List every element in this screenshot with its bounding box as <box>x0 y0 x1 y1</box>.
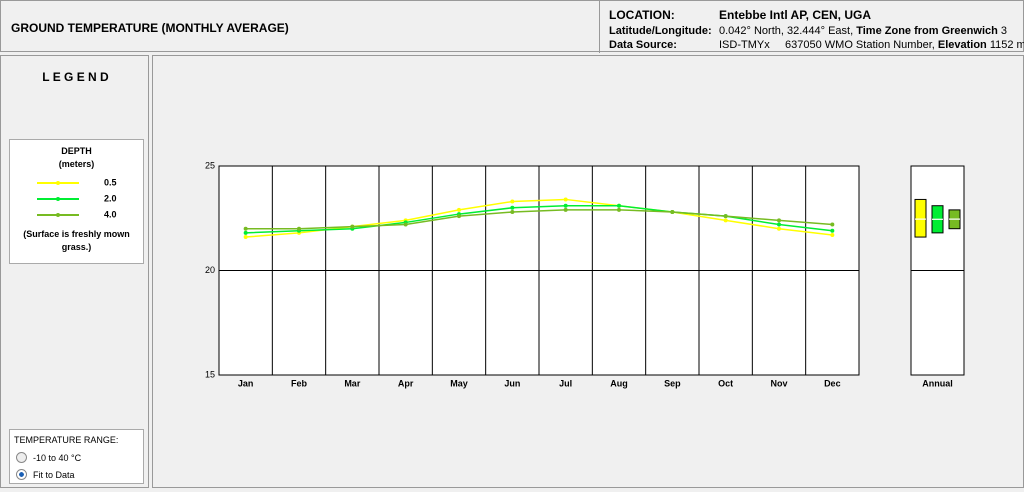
chart: 15 20 25 Jan Feb Mar Apr May Jun Jul Aug Sep Oct Nov D… <box>205 160 965 388</box>
divider <box>599 1 600 53</box>
data-point <box>243 230 248 235</box>
legend-heading: DEPTH <box>61 146 92 156</box>
x-tick-label: Annual <box>922 378 953 388</box>
legend-dot <box>56 197 60 201</box>
x-tick-label: Jul <box>559 378 572 388</box>
data-point <box>670 209 675 214</box>
elev-label: Elevation <box>937 39 987 51</box>
legend-unit: (meters) <box>58 159 95 169</box>
data-point <box>510 199 515 204</box>
y-tick-label: 20 <box>205 265 215 275</box>
legend-items: 0.5 2.0 4.0 <box>37 177 117 219</box>
elev: 1152 m <box>989 39 1024 51</box>
x-tick-label: Jan <box>238 378 254 388</box>
x-tick-label: Dec <box>824 378 841 388</box>
src-label: Data Source: <box>609 39 677 51</box>
data-point <box>777 222 781 227</box>
data-point <box>510 209 515 214</box>
data-point <box>830 222 835 227</box>
data-point <box>777 226 781 231</box>
main-panel: 15 20 25 Jan Feb Mar Apr May Jun Jul Aug Sep Oct Nov D… <box>152 55 1024 488</box>
radio[interactable] <box>16 469 27 480</box>
src-text: ISD-TMYx <box>719 39 770 51</box>
data-point <box>563 207 568 212</box>
data-point <box>457 207 461 212</box>
x-tick-label: May <box>450 378 468 388</box>
data-point <box>617 207 621 212</box>
range-title: TEMPERATURE RANGE: <box>14 435 119 445</box>
data-point <box>297 226 301 231</box>
x-tick-label: Mar <box>344 378 361 388</box>
data-point <box>563 197 568 202</box>
data-point <box>243 226 248 231</box>
x-tick-label: Nov <box>770 378 787 388</box>
legend-box: DEPTH (meters) 0.5 2.0 4.0 (Surface is fre… <box>9 139 144 264</box>
x-tick-label: Sep <box>664 378 681 388</box>
radio[interactable] <box>16 452 27 463</box>
option-label[interactable]: Fit to Data <box>33 469 75 480</box>
latlon-text: 0.042° North, 32.444° East, <box>719 25 854 37</box>
data-point <box>350 224 355 229</box>
range-box: TEMPERATURE RANGE: -10 to 40 °C Fit to Da… <box>9 429 144 484</box>
latlon-label: Latitude/Longitude: <box>609 25 712 37</box>
legend-note: (Surface is freshly mown grass.) <box>23 229 130 252</box>
legend-label: 2.0 <box>104 193 117 203</box>
x-tick-label: Apr <box>398 378 414 388</box>
annual-range <box>914 198 927 238</box>
latlon: 0.042° North, 32.444° East, Time Zone fr… <box>719 25 1007 37</box>
loc-label: LOCATION: <box>609 8 675 22</box>
data-point <box>243 235 248 240</box>
x-tick-label: Jun <box>504 378 520 388</box>
x-tick-label: Oct <box>718 378 733 388</box>
x-tick-label: Aug <box>610 378 628 388</box>
data-point <box>777 218 781 223</box>
y-tick-label: 25 <box>205 160 215 170</box>
header: GROUND TEMPERATURE (MONTHLY AVERAGE) LOC… <box>0 0 1024 53</box>
legend-label: 4.0 <box>104 209 117 219</box>
range-option[interactable]: -10 to 40 °C <box>16 452 81 463</box>
data-point <box>403 222 408 227</box>
loc: Entebbe Intl AP, CEN, UGA <box>719 8 872 22</box>
data-point <box>723 218 728 223</box>
data-point <box>723 214 728 219</box>
tz-label: Time Zone from Greenwich <box>856 25 998 37</box>
series-line <box>245 209 833 230</box>
legend-dot <box>56 181 60 185</box>
data-point <box>617 203 621 208</box>
title: GROUND TEMPERATURE (MONTHLY AVERAGE) <box>11 21 289 35</box>
left-panel: L E G E N D DEPTH (meters) 0.5 2.0 4.0 (Su… <box>0 55 149 488</box>
y-tick-label: 15 <box>205 369 215 379</box>
x-tick-label: Feb <box>291 378 308 388</box>
data-point <box>457 214 461 219</box>
legend-label: 0.5 <box>104 177 117 187</box>
wmo: 637050 WMO Station Number, <box>785 39 935 51</box>
data-point <box>830 232 835 237</box>
src: ISD-TMYx 637050 WMO Station Number, Elev… <box>719 39 1024 51</box>
tz: 3 <box>1000 25 1008 37</box>
range-option[interactable]: Fit to Data <box>16 469 75 480</box>
legend-title: L E G E N D <box>42 70 109 84</box>
data-point <box>510 205 515 210</box>
legend-dot <box>56 213 60 217</box>
option-label[interactable]: -10 to 40 °C <box>33 452 82 463</box>
data-point <box>830 228 835 233</box>
data-point <box>563 203 568 208</box>
